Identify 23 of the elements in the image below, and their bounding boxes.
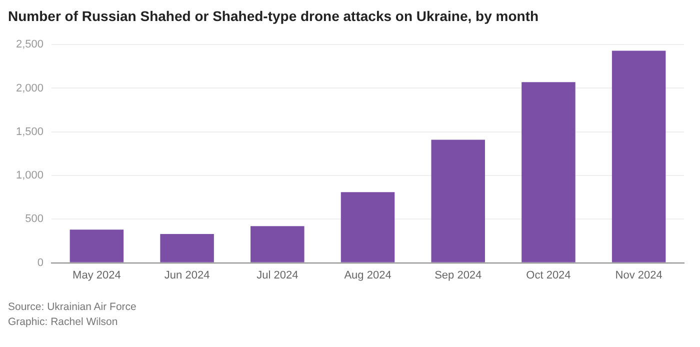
y-tick-label: 2,000 <box>16 82 44 94</box>
bar <box>612 50 666 262</box>
text: Graphic: Rachel Wilson <box>8 315 119 330</box>
x-tick-label: Sep 2024 <box>434 269 482 282</box>
y-tick-label: 1,500 <box>16 126 44 138</box>
x-tick-label: Aug 2024 <box>344 269 392 282</box>
bar <box>160 234 214 262</box>
bar <box>250 226 304 262</box>
bar <box>522 82 576 262</box>
bar <box>431 140 485 262</box>
source-note: Source: Ukrainian Air Force <box>8 300 138 315</box>
bar <box>70 230 124 262</box>
x-tick-label: Oct 2024 <box>526 269 571 282</box>
x-tick-label: Nov 2024 <box>615 269 662 282</box>
x-tick-label: May 2024 <box>72 269 121 282</box>
bar <box>340 192 395 262</box>
y-tick-label: 0 <box>37 256 44 269</box>
x-tick-label: Jun 2024 <box>164 269 210 282</box>
x-tick-label: Jul 2024 <box>256 269 298 282</box>
y-tick-label: 1,000 <box>16 170 44 182</box>
y-tick-label: 2,500 <box>16 38 44 51</box>
y-tick-label: 500 <box>25 213 44 226</box>
chart-title: Number of Russian Shahed or Shahed-type drone attacks on Ukraine, by month <box>8 8 540 24</box>
